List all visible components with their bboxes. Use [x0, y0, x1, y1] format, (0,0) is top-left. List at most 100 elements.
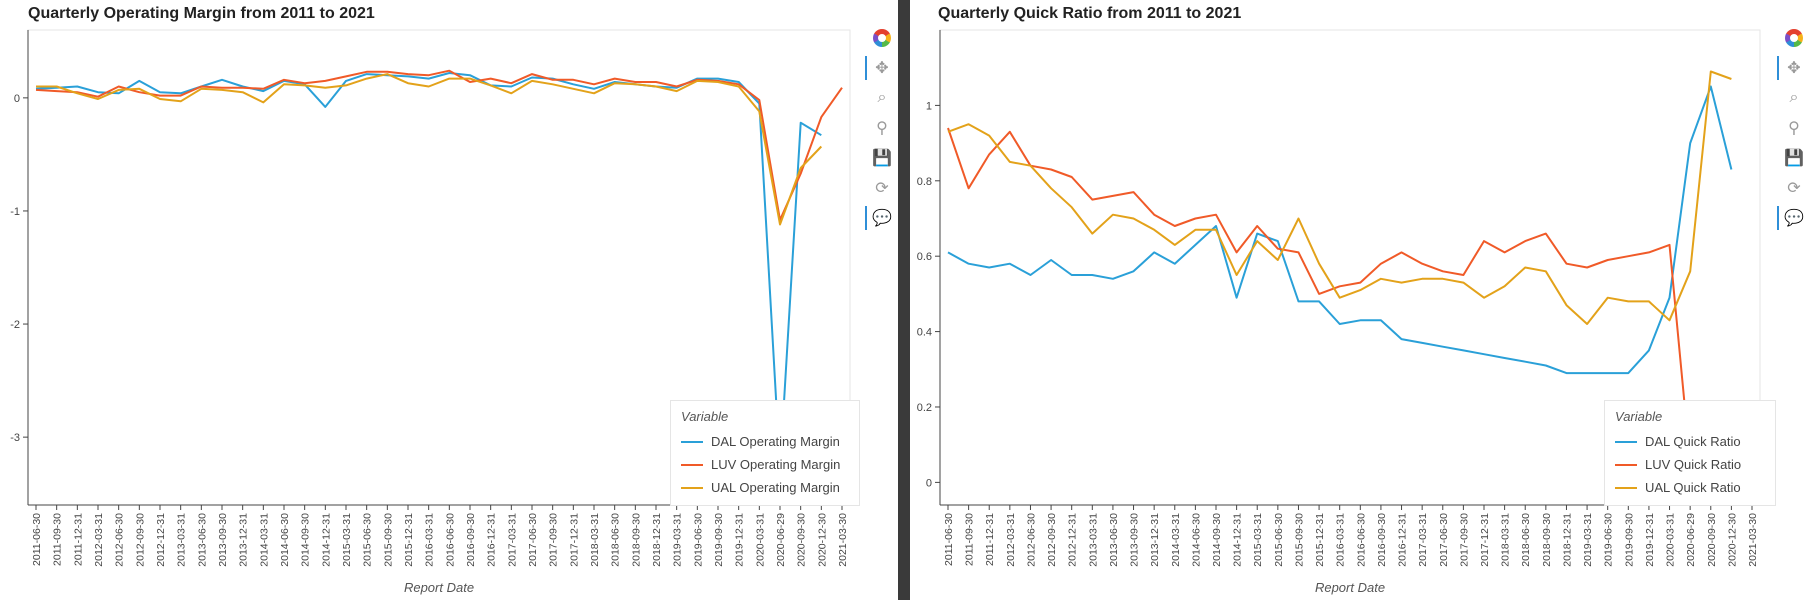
x-tick-label: 2012-09-30	[1046, 513, 1058, 567]
y-tick-label: 0	[14, 93, 20, 105]
x-tick-label: 2017-12-31	[568, 513, 580, 567]
x-tick-label: 2020-12-30	[1726, 513, 1738, 567]
x-tick-label: 2014-06-30	[279, 513, 291, 567]
x-tick-label: 2021-03-30	[837, 513, 849, 567]
x-tick-label: 2020-06-29	[1685, 513, 1697, 567]
wheel-zoom-icon[interactable]: ⚲	[876, 120, 888, 137]
x-tick-label: 2017-06-30	[527, 513, 539, 567]
x-tick-label: 2011-06-30	[943, 513, 955, 566]
x-tick-label: 2018-06-30	[1520, 513, 1532, 567]
x-tick-label: 2013-09-30	[217, 513, 229, 567]
x-tick-label: 2014-03-31	[258, 513, 270, 567]
x-tick-label: 2017-06-30	[1438, 513, 1450, 567]
x-tick-label: 2014-03-31	[1170, 513, 1182, 567]
series-line-luv-quick-ratio	[947, 127, 1732, 465]
x-tick-label: 2012-03-31	[1005, 513, 1017, 567]
x-tick-label: 2013-03-31	[1087, 513, 1099, 567]
x-tick-label: 2020-09-30	[1706, 513, 1718, 567]
x-tick-label: 2017-03-31	[506, 513, 518, 567]
x-tick-label: 2020-03-31	[754, 513, 766, 567]
legend-item-dal[interactable]: DAL Operating Margin	[681, 430, 849, 453]
x-tick-label: 2011-12-31	[72, 513, 84, 566]
box-zoom-icon[interactable]: ⌕	[877, 89, 887, 106]
save-icon[interactable]: 💾	[1784, 150, 1804, 167]
x-tick-label: 2012-06-30	[1025, 513, 1037, 567]
x-tick-label: 2013-06-30	[1108, 513, 1120, 567]
y-tick-label: 0	[926, 477, 932, 489]
x-tick-label: 2020-03-31	[1665, 513, 1677, 567]
y-tick-label: 0.6	[917, 251, 932, 263]
bokeh-logo-icon[interactable]	[1782, 26, 1806, 50]
legend-swatch	[681, 486, 703, 489]
x-tick-label: 2014-09-30	[300, 513, 312, 567]
chart-title: Quarterly Quick Ratio from 2011 to 2021	[938, 5, 1242, 22]
wheel-zoom-icon[interactable]: ⚲	[1788, 120, 1800, 137]
x-tick-label: 2017-12-31	[1479, 513, 1491, 567]
x-tick-label: 2013-06-30	[196, 513, 208, 567]
pan-icon[interactable]: ✥	[1777, 56, 1806, 80]
x-tick-label: 2011-12-31	[984, 513, 996, 566]
x-tick-label: 2019-03-31	[672, 513, 684, 567]
x-tick-label: 2019-09-30	[1623, 513, 1635, 567]
y-tick-label: 1	[926, 100, 932, 112]
series-line-luv-operating-margin	[35, 69, 843, 221]
x-tick-label: 2016-03-31	[1335, 513, 1347, 567]
x-tick-label: 2018-03-31	[1500, 513, 1512, 567]
pan-icon[interactable]: ✥	[865, 56, 894, 80]
x-tick-label: 2016-09-30	[1376, 513, 1388, 567]
x-tick-label: 2013-09-30	[1129, 513, 1141, 567]
save-icon[interactable]: 💾	[872, 150, 892, 167]
x-tick-label: 2016-09-30	[465, 513, 477, 567]
legend-swatch	[1615, 486, 1637, 489]
x-tick-label: 2020-09-30	[796, 513, 808, 567]
x-tick-label: 2013-12-31	[238, 513, 250, 567]
legend-label: UAL Operating Margin	[711, 480, 840, 495]
x-tick-label: 2019-12-31	[1644, 513, 1656, 567]
series-line-dal-quick-ratio	[947, 85, 1733, 375]
operating-margin-chart[interactable]: 0 -1 -2 -3 2011-06-30 2011-09-30 2011-12-31 201…	[0, 0, 898, 600]
x-tick-label: 2015-03-31	[341, 513, 353, 567]
hover-icon[interactable]: 💬	[1777, 206, 1806, 230]
legend-swatch	[681, 440, 703, 443]
legend-label: DAL Operating Margin	[711, 434, 840, 449]
legend-item-luv[interactable]: LUV Operating Margin	[681, 453, 849, 476]
legend-title: Variable	[681, 409, 729, 424]
x-tick-label: 2020-12-30	[816, 513, 828, 567]
operating-margin-panel: Quarterly Operating Margin from 2011 to …	[0, 0, 898, 600]
y-tick-label: -2	[10, 319, 20, 331]
legend-label: LUV Quick Ratio	[1645, 457, 1742, 472]
x-tick-label: 2019-12-31	[734, 513, 746, 567]
x-tick-label: 2019-03-31	[1582, 513, 1594, 567]
x-tick-label: 2014-12-31	[320, 513, 332, 567]
x-tick-label: 2018-06-30	[610, 513, 622, 567]
x-tick-label: 2017-03-31	[1417, 513, 1429, 567]
legend-item-ual[interactable]: UAL Quick Ratio	[1615, 476, 1765, 499]
x-tick-label: 2018-09-30	[630, 513, 642, 567]
legend-item-ual[interactable]: UAL Operating Margin	[681, 476, 849, 499]
x-tick-label: 2016-12-31	[486, 513, 498, 567]
plot-toolbar: ✥ ⌕ ⚲ 💾 ⟳ 💬	[1777, 26, 1808, 236]
reset-icon[interactable]: ⟳	[875, 180, 889, 197]
y-tick-label: 0.2	[917, 402, 932, 414]
series-line-ual-operating-margin	[36, 73, 823, 226]
legend-label: DAL Quick Ratio	[1645, 434, 1741, 449]
quick-ratio-chart[interactable]: 0 0.2 0.4 0.6 0.8 1 2011-06-30 2011-09-30 2011-1…	[910, 0, 1810, 600]
x-tick-label: 2019-06-30	[1603, 513, 1615, 567]
reset-icon[interactable]: ⟳	[1787, 180, 1801, 197]
hover-icon[interactable]: 💬	[865, 206, 894, 230]
x-tick-label: 2017-09-30	[1458, 513, 1470, 567]
legend-item-luv[interactable]: LUV Quick Ratio	[1615, 453, 1765, 476]
x-tick-label: 2017-09-30	[548, 513, 560, 567]
x-tick-label: 2014-12-31	[1232, 513, 1244, 567]
x-tick-label: 2018-12-31	[651, 513, 663, 567]
x-tick-label: 2019-09-30	[713, 513, 725, 567]
x-tick-label: 2016-06-30	[1355, 513, 1367, 567]
x-tick-label: 2019-06-30	[692, 513, 704, 567]
x-tick-label: 2015-09-30	[382, 513, 394, 567]
legend-label: LUV Operating Margin	[711, 457, 841, 472]
box-zoom-icon[interactable]: ⌕	[1789, 89, 1799, 106]
x-tick-label: 2015-12-31	[403, 513, 415, 567]
x-tick-label: 2015-06-30	[362, 513, 374, 567]
legend-item-dal[interactable]: DAL Quick Ratio	[1615, 430, 1765, 453]
bokeh-logo-icon[interactable]	[870, 26, 894, 50]
